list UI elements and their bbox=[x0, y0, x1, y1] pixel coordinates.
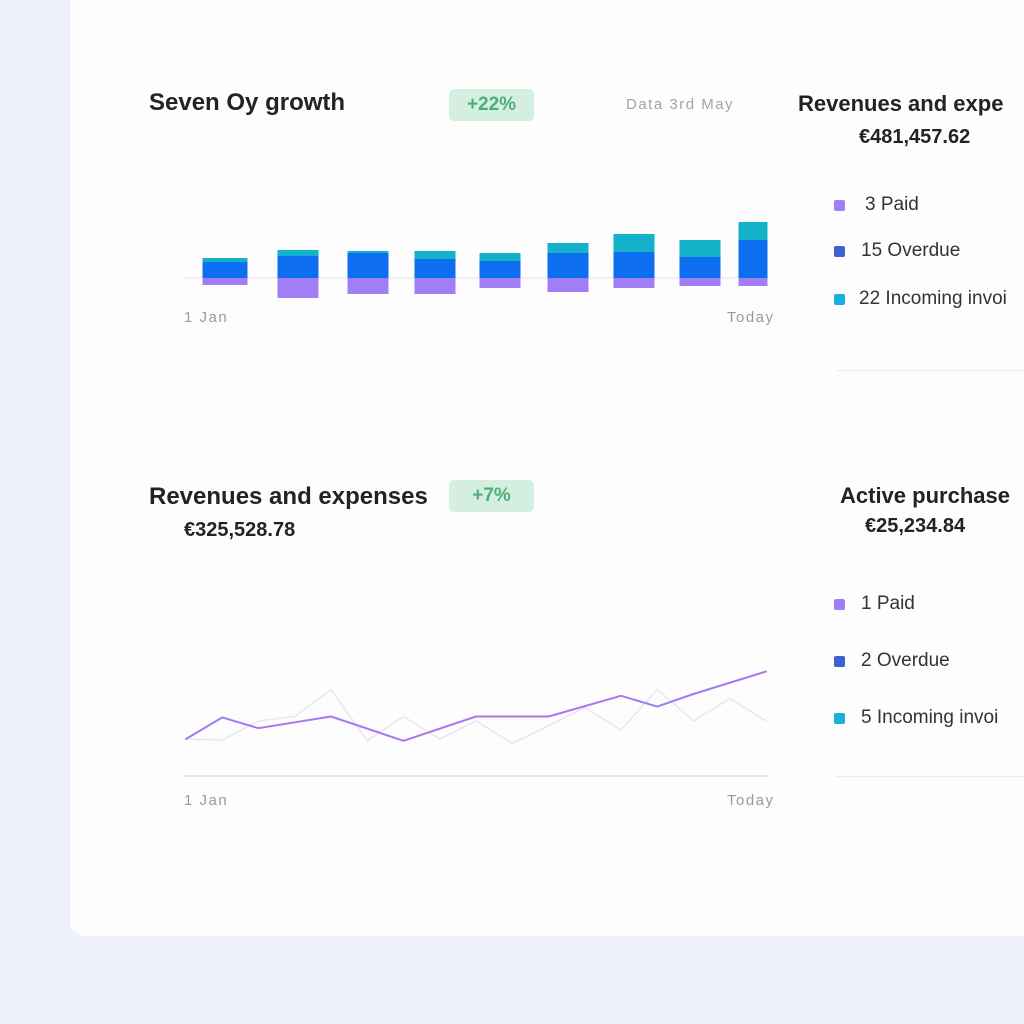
legend-item-incoming: 5 Incoming invoi bbox=[834, 707, 998, 729]
revenues-series-line bbox=[185, 670, 767, 742]
cyan-square-icon bbox=[834, 712, 845, 724]
bar-paid bbox=[347, 278, 389, 294]
legend-item-overdue: 2 Overdue bbox=[834, 650, 950, 672]
bar-incoming bbox=[202, 258, 248, 262]
bar-incoming bbox=[414, 251, 456, 259]
bar-overdue bbox=[738, 240, 768, 278]
purchases-panel-amount: €25,234.84 bbox=[865, 515, 966, 537]
expenses-series-line bbox=[185, 688, 767, 745]
purple-square-icon bbox=[834, 598, 845, 610]
legend-label: 15 Overdue bbox=[861, 240, 961, 261]
bar-incoming bbox=[479, 253, 521, 261]
growth-title: Seven Oy growth bbox=[149, 89, 346, 116]
panel-divider bbox=[836, 370, 1024, 371]
bar-incoming bbox=[738, 222, 768, 240]
bar-axis-start-label: 1 Jan bbox=[184, 309, 229, 326]
bar-overdue bbox=[202, 262, 248, 278]
line-axis-end-label: Today bbox=[727, 792, 775, 809]
legend-item-paid: 1 Paid bbox=[834, 593, 915, 615]
cyan-square-icon bbox=[834, 293, 845, 305]
growth-badge: +22% bbox=[449, 89, 534, 121]
bar-paid bbox=[277, 278, 319, 298]
legend-item-overdue: 15 Overdue bbox=[834, 240, 960, 262]
bar-paid bbox=[202, 278, 248, 285]
bar-paid bbox=[414, 278, 456, 294]
bar-overdue bbox=[479, 261, 521, 278]
data-date-label: Data 3rd May bbox=[626, 96, 735, 113]
legend-label: 2 Overdue bbox=[861, 650, 950, 671]
bar-incoming bbox=[547, 243, 589, 253]
revenues-title: Revenues and expenses bbox=[149, 483, 428, 510]
revenues-panel-amount: €481,457.62 bbox=[859, 126, 971, 148]
dashboard-card bbox=[70, 0, 1024, 936]
purchases-panel-title: Active purchase bbox=[840, 483, 1010, 508]
revenues-badge: +7% bbox=[449, 480, 534, 512]
panel-divider bbox=[836, 776, 1024, 777]
bar-overdue bbox=[277, 256, 319, 278]
bar-incoming bbox=[347, 251, 389, 253]
bar-overdue bbox=[613, 252, 655, 278]
legend-item-paid: 3 Paid bbox=[834, 194, 919, 216]
line-axis-start-label: 1 Jan bbox=[184, 792, 229, 809]
bar-overdue bbox=[347, 253, 389, 278]
bar-incoming bbox=[277, 250, 319, 256]
revenues-amount: €325,528.78 bbox=[184, 519, 296, 541]
bar-paid bbox=[679, 278, 721, 286]
revenues-panel-title: Revenues and expe bbox=[798, 91, 1004, 116]
purple-square-icon bbox=[834, 199, 845, 211]
bar-overdue bbox=[679, 257, 721, 278]
legend-label: 3 Paid bbox=[865, 194, 919, 215]
bar-incoming bbox=[613, 234, 655, 252]
legend-label: 5 Incoming invoi bbox=[861, 707, 999, 728]
bar-incoming bbox=[679, 240, 721, 257]
blue-square-icon bbox=[834, 655, 845, 667]
bar-axis-end-label: Today bbox=[727, 309, 775, 326]
bar-overdue bbox=[414, 259, 456, 278]
bar-paid bbox=[547, 278, 589, 292]
blue-square-icon bbox=[834, 245, 845, 257]
legend-item-incoming: 22 Incoming invoi bbox=[834, 288, 1007, 310]
bar-paid bbox=[613, 278, 655, 288]
legend-label: 22 Incoming invoi bbox=[859, 288, 1007, 309]
bar-paid bbox=[738, 278, 768, 286]
bar-overdue bbox=[547, 253, 589, 278]
legend-label: 1 Paid bbox=[861, 593, 915, 614]
bar-paid bbox=[479, 278, 521, 288]
